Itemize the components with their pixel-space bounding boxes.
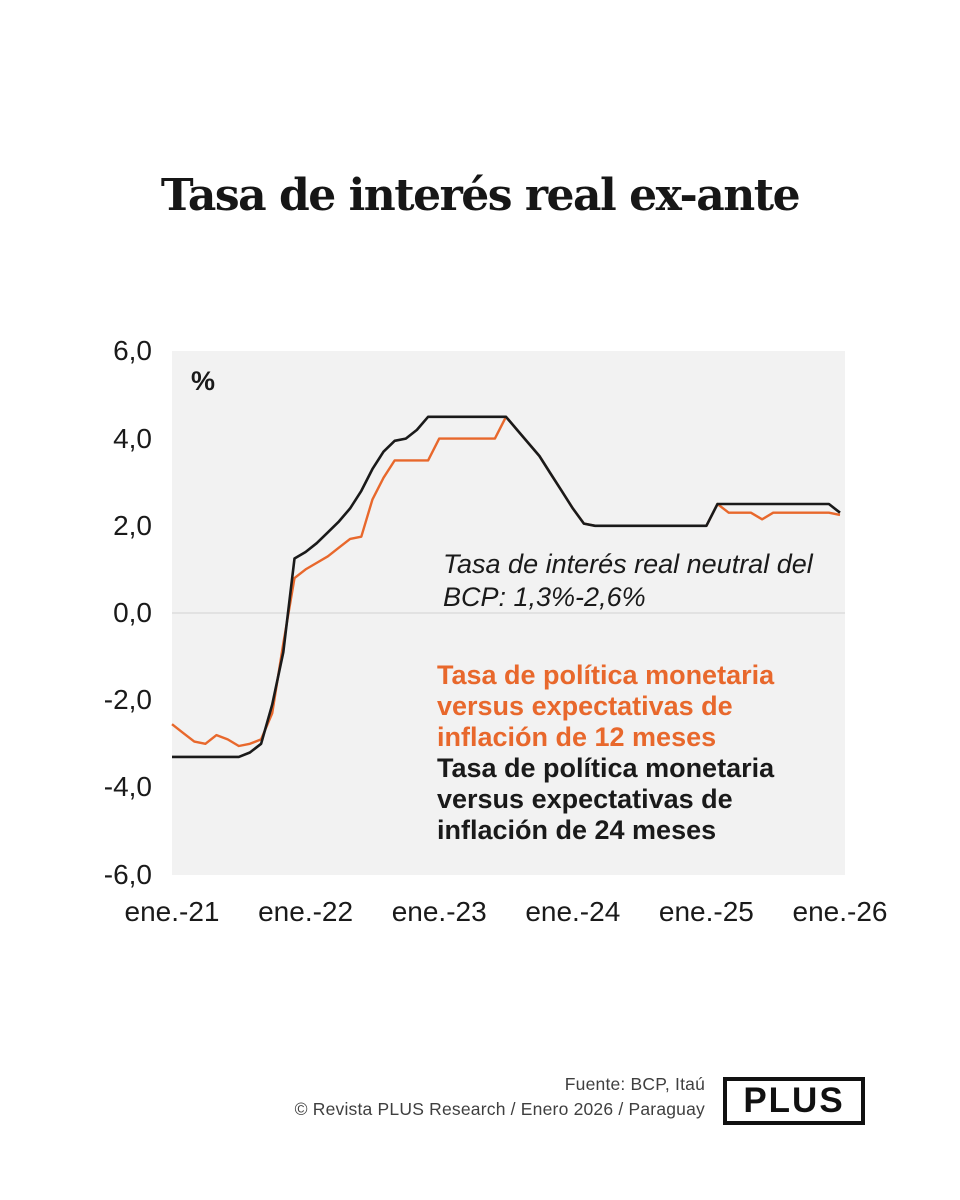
x-tick-label: ene.-23 <box>391 896 487 927</box>
y-tick-label: -4,0 <box>103 771 152 803</box>
y-tick-label: -6,0 <box>103 858 152 890</box>
footer-copyright: © Revista PLUS Research / Enero 2026 / P… <box>294 1099 705 1119</box>
plus-logo: PLUS <box>723 1077 865 1125</box>
y-tick-label: -2,0 <box>103 684 152 716</box>
legend-24m-label: Tasa de política monetaria versus expect… <box>437 753 775 845</box>
neutral-rate-annotation: Tasa de interés real neutral del BCP: 1,… <box>443 548 813 614</box>
y-tick-label: 6,0 <box>113 335 152 367</box>
annotation-line-2: BCP: 1,3%-2,6% <box>443 582 646 612</box>
x-tick-label: ene.-24 <box>525 896 621 927</box>
x-tick-label: ene.-26 <box>792 896 888 927</box>
x-tick-label: ene.-25 <box>658 896 754 927</box>
annotation-line-1: Tasa de interés real neutral del <box>443 549 813 579</box>
y-axis-unit-label: % <box>191 366 216 396</box>
y-tick-label: 4,0 <box>113 422 152 454</box>
footer-credits: Fuente: BCP, Itaú © Revista PLUS Researc… <box>295 1072 705 1122</box>
series-24m-line <box>172 415 841 759</box>
x-tick-label: ene.-22 <box>258 896 354 927</box>
chart-title: Tasa de interés real ex-ante <box>160 170 801 221</box>
y-tick-label: 2,0 <box>113 509 152 541</box>
legend-12m-label: Tasa de política monetaria versus expect… <box>437 660 775 752</box>
y-tick-label: 0,0 <box>113 597 152 628</box>
x-tick-label: ene.-21 <box>124 896 220 927</box>
footer-source: Fuente: BCP, Itaú <box>564 1074 705 1094</box>
